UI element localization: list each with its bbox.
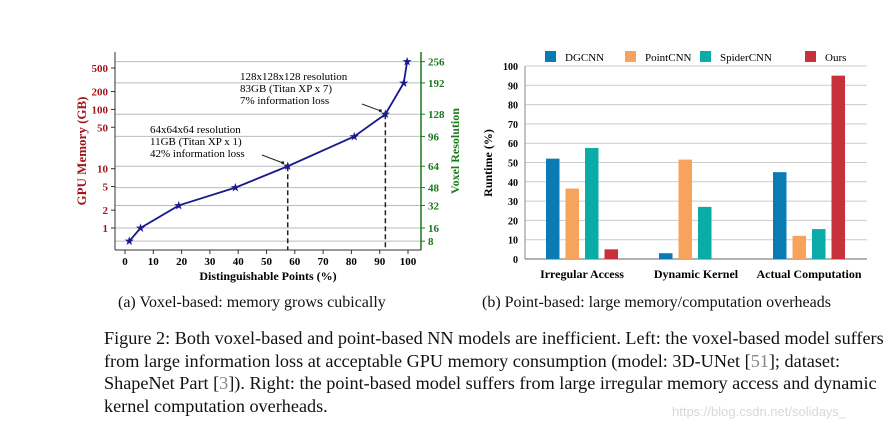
annotation-text: 64x64x64 resolution <box>150 124 241 136</box>
annotation-text: 7% information loss <box>240 95 329 107</box>
bar-spidercnn <box>585 148 599 259</box>
bar-spidercnn <box>812 229 826 259</box>
y-axis-label: GPU Memory (GB) <box>74 96 89 205</box>
x-tick-label: 20 <box>176 256 188 268</box>
bar-ours <box>831 75 845 260</box>
x-tick-label: 40 <box>233 256 245 268</box>
figure-caption: Figure 2: Both voxel-based and point-bas… <box>104 327 884 417</box>
y-tick-label: 500 <box>92 63 109 75</box>
data-point-star: ★ <box>135 221 146 235</box>
annotation-arrow <box>361 103 382 112</box>
x-tick-label: 80 <box>346 256 358 268</box>
right-tick-label: 256 <box>428 57 445 69</box>
citation-link[interactable]: 3 <box>219 373 229 393</box>
x-tick-label: 60 <box>289 256 301 268</box>
legend-label: PointCNN <box>645 52 692 64</box>
bar-dgcnn <box>546 158 560 259</box>
annotation-arrow <box>261 154 284 164</box>
legend-label: SpiderCNN <box>720 52 772 64</box>
y-tick-label: 50 <box>97 122 109 134</box>
right-tick-label: 16 <box>428 223 440 235</box>
data-point-star: ★ <box>402 55 413 69</box>
citation-link[interactable]: 51 <box>750 350 769 371</box>
subcaption-a: (a) Voxel-based: memory grows cubically <box>118 294 386 311</box>
y-tick-label: 90 <box>508 81 518 92</box>
watermark: https://blog.csdn.net/solidays_ <box>672 404 847 419</box>
y-tick-label: 50 <box>508 159 518 170</box>
y-axis-right-label: Voxel Resolution <box>448 108 462 194</box>
annotation-text: 42% information loss <box>150 148 245 160</box>
bar-pointcnn <box>565 188 579 259</box>
data-point-star: ★ <box>349 129 360 143</box>
data-point-star: ★ <box>380 107 391 121</box>
y-tick-label: 2 <box>103 205 109 217</box>
y-tick-label: 1 <box>103 223 109 235</box>
data-point-star: ★ <box>398 76 409 90</box>
data-point-star: ★ <box>124 234 135 248</box>
x-tick-label: 50 <box>261 256 273 268</box>
right-tick-label: 8 <box>428 236 434 248</box>
x-tick-label: 10 <box>148 256 160 268</box>
subcaption-b: (b) Point-based: large memory/computatio… <box>482 294 831 311</box>
legend-swatch <box>700 51 711 62</box>
annotation-text: 128x128x128 resolution <box>240 71 348 83</box>
x-tick-label: 70 <box>318 256 330 268</box>
y-tick-label: 20 <box>508 216 518 227</box>
x-axis-label: Distinguishable Points (%) <box>199 269 336 283</box>
x-tick-label: 90 <box>374 256 386 268</box>
legend-swatch <box>545 51 556 62</box>
y-tick-label: 200 <box>92 87 109 99</box>
y-axis-label: Runtime (%) <box>481 129 495 197</box>
y-tick-label: 70 <box>508 120 518 131</box>
arrow-head <box>378 109 382 113</box>
caption-text: ]; dataset: ShapeNet Part [ <box>104 350 841 394</box>
legend-label: Ours <box>825 52 846 64</box>
x-tick-label: 0 <box>122 256 128 268</box>
y-tick-label: 5 <box>103 182 109 194</box>
caption-text: ]). Right: the point-based model suffers… <box>104 373 877 416</box>
annotation-text: 83GB (Titan XP x 7) <box>240 83 332 95</box>
arrow-head <box>281 161 285 165</box>
y-tick-label: 40 <box>508 178 518 189</box>
bar-dgcnn <box>773 172 787 259</box>
y-tick-label: 30 <box>508 197 518 208</box>
bar-pointcnn <box>678 159 692 259</box>
data-point-star: ★ <box>282 159 293 173</box>
right-tick-label: 96 <box>428 131 440 143</box>
y-tick-label: 60 <box>508 139 518 150</box>
x-tick-label: 100 <box>400 256 417 268</box>
right-tick-label: 64 <box>428 161 440 173</box>
legend-swatch <box>805 51 816 62</box>
right-tick-label: 32 <box>428 200 440 212</box>
bar-ours <box>604 249 618 259</box>
category-label: Dynamic Kernel <box>654 267 739 281</box>
y-tick-label: 100 <box>503 62 518 73</box>
legend-label: DGCNN <box>565 52 604 64</box>
y-tick-label: 0 <box>513 255 518 266</box>
data-point-star: ★ <box>173 198 184 212</box>
bar-spidercnn <box>698 206 712 259</box>
data-point-star: ★ <box>230 181 241 195</box>
category-label: Actual Computation <box>756 267 861 281</box>
y-tick-label: 100 <box>92 104 109 116</box>
y-tick-label: 80 <box>508 101 518 112</box>
data-line <box>128 61 409 242</box>
right-tick-label: 192 <box>428 78 445 90</box>
y-tick-label: 10 <box>97 164 109 176</box>
bar-pointcnn <box>792 235 806 259</box>
x-tick-label: 30 <box>204 256 216 268</box>
annotation-text: 11GB (Titan XP x 1) <box>150 136 242 148</box>
right-tick-label: 48 <box>428 183 440 195</box>
right-tick-label: 128 <box>428 109 445 121</box>
category-label: Irregular Access <box>540 267 624 281</box>
caption-text: Figure 2: Both voxel-based and point-bas… <box>104 328 884 371</box>
y-tick-label: 10 <box>508 236 518 247</box>
legend-swatch <box>625 51 636 62</box>
bar-dgcnn <box>659 253 673 259</box>
